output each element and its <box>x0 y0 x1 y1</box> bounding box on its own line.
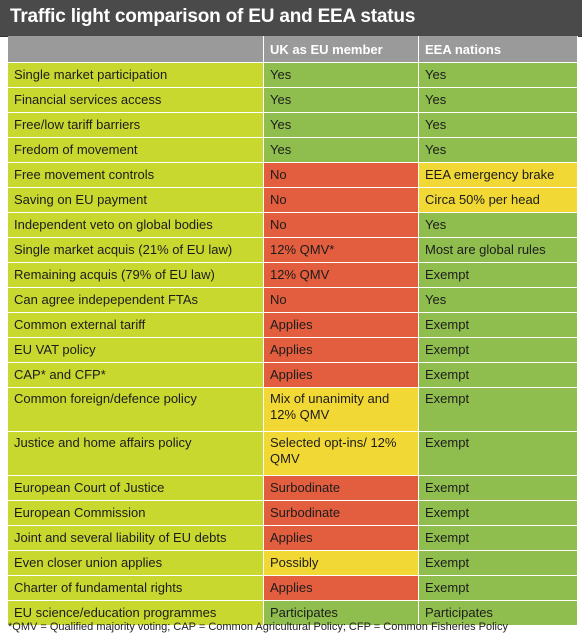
table-row: Single market acquis (21% of EU law) 12%… <box>8 238 578 263</box>
eea-cell: Most are global rules <box>419 238 578 263</box>
uk-cell: Mix of unanimity and 12% QMV <box>264 388 419 432</box>
comparison-table: UK as EU member EEA nations Single marke… <box>8 36 578 626</box>
table-row: Single market participation Yes Yes <box>8 63 578 88</box>
eea-cell: Yes <box>419 288 578 313</box>
eea-cell: Yes <box>419 113 578 138</box>
page-title: Traffic light comparison of EU and EEA s… <box>10 6 416 27</box>
row-label: Independent veto on global bodies <box>8 213 264 238</box>
row-label: Common foreign/defence policy <box>8 388 264 432</box>
uk-cell: No <box>264 188 419 213</box>
uk-cell: Yes <box>264 88 419 113</box>
table-body: Single market participation Yes Yes Fina… <box>8 63 578 626</box>
table-row: Free/low tariff barriers Yes Yes <box>8 113 578 138</box>
eea-cell: Exempt <box>419 551 578 576</box>
row-label: Can agree indepependent FTAs <box>8 288 264 313</box>
row-label: Financial services access <box>8 88 264 113</box>
eea-cell: Yes <box>419 138 578 163</box>
header-blank <box>8 36 264 63</box>
table-row: Joint and several liability of EU debts … <box>8 526 578 551</box>
eea-cell: Circa 50% per head <box>419 188 578 213</box>
uk-cell: Applies <box>264 363 419 388</box>
row-label: Single market participation <box>8 63 264 88</box>
row-label: Common external tariff <box>8 313 264 338</box>
header-uk: UK as EU member <box>264 36 419 63</box>
table-row: Justice and home affairs policy Selected… <box>8 432 578 476</box>
eea-cell: Exempt <box>419 313 578 338</box>
table-row: Charter of fundamental rights Applies Ex… <box>8 576 578 601</box>
eea-cell: Exempt <box>419 432 578 476</box>
table-row: Fredom of movement Yes Yes <box>8 138 578 163</box>
table-row: Free movement controls No EEA emergency … <box>8 163 578 188</box>
footnote: *QMV = Qualified majority voting; CAP = … <box>8 621 508 633</box>
row-label: Even closer union applies <box>8 551 264 576</box>
uk-cell: Participates <box>264 601 419 626</box>
uk-cell: 12% QMV <box>264 263 419 288</box>
uk-cell: No <box>264 288 419 313</box>
row-label: Fredom of movement <box>8 138 264 163</box>
table-row: Common foreign/defence policy Mix of una… <box>8 388 578 432</box>
eea-cell: Yes <box>419 213 578 238</box>
table-row: Can agree indepependent FTAs No Yes <box>8 288 578 313</box>
uk-cell: Applies <box>264 526 419 551</box>
eea-cell: Yes <box>419 63 578 88</box>
eea-cell: Exempt <box>419 263 578 288</box>
table-row: European Court of Justice Surbodinate Ex… <box>8 476 578 501</box>
row-label: Justice and home affairs policy <box>8 432 264 476</box>
table-row: Financial services access Yes Yes <box>8 88 578 113</box>
eea-cell: Exempt <box>419 526 578 551</box>
row-label: European Court of Justice <box>8 476 264 501</box>
row-label: European Commission <box>8 501 264 526</box>
eea-cell: Exempt <box>419 576 578 601</box>
table-row: Remaining acquis (79% of EU law) 12% QMV… <box>8 263 578 288</box>
uk-cell: No <box>264 213 419 238</box>
uk-cell: Applies <box>264 338 419 363</box>
table-row: Even closer union applies Possibly Exemp… <box>8 551 578 576</box>
uk-cell: Surbodinate <box>264 476 419 501</box>
title-bar: Traffic light comparison of EU and EEA s… <box>0 0 582 37</box>
row-label: EU science/education programmes <box>8 601 264 626</box>
header-row: UK as EU member EEA nations <box>8 36 578 63</box>
eea-cell: Yes <box>419 88 578 113</box>
uk-cell: Applies <box>264 576 419 601</box>
uk-cell: Applies <box>264 313 419 338</box>
table-row: European Commission Surbodinate Exempt <box>8 501 578 526</box>
table-row: Common external tariff Applies Exempt <box>8 313 578 338</box>
eea-cell: Exempt <box>419 476 578 501</box>
uk-cell: No <box>264 163 419 188</box>
row-label: Single market acquis (21% of EU law) <box>8 238 264 263</box>
table-row: EU VAT policy Applies Exempt <box>8 338 578 363</box>
table-row: Independent veto on global bodies No Yes <box>8 213 578 238</box>
table-row: EU science/education programmes Particip… <box>8 601 578 626</box>
header-eea: EEA nations <box>419 36 578 63</box>
row-label: Joint and several liability of EU debts <box>8 526 264 551</box>
uk-cell: 12% QMV* <box>264 238 419 263</box>
eea-cell: Exempt <box>419 388 578 432</box>
table-row: Saving on EU payment No Circa 50% per he… <box>8 188 578 213</box>
eea-cell: Participates <box>419 601 578 626</box>
eea-cell: Exempt <box>419 501 578 526</box>
uk-cell: Yes <box>264 113 419 138</box>
row-label: Remaining acquis (79% of EU law) <box>8 263 264 288</box>
row-label: Charter of fundamental rights <box>8 576 264 601</box>
row-label: CAP* and CFP* <box>8 363 264 388</box>
row-label: Saving on EU payment <box>8 188 264 213</box>
uk-cell: Yes <box>264 138 419 163</box>
uk-cell: Yes <box>264 63 419 88</box>
uk-cell: Surbodinate <box>264 501 419 526</box>
uk-cell: Possibly <box>264 551 419 576</box>
eea-cell: Exempt <box>419 363 578 388</box>
eea-cell: EEA emergency brake <box>419 163 578 188</box>
row-label: EU VAT policy <box>8 338 264 363</box>
uk-cell: Selected opt-ins/ 12% QMV <box>264 432 419 476</box>
row-label: Free/low tariff barriers <box>8 113 264 138</box>
row-label: Free movement controls <box>8 163 264 188</box>
eea-cell: Exempt <box>419 338 578 363</box>
table-row: CAP* and CFP* Applies Exempt <box>8 363 578 388</box>
